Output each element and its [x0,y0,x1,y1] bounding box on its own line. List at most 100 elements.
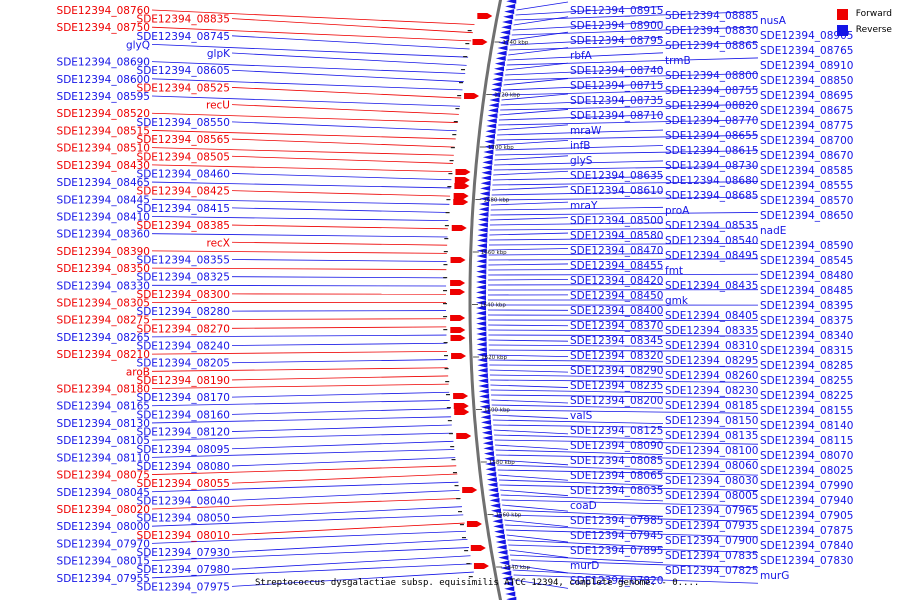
right-gene-label: nusA [760,15,787,27]
right-leader-line [508,47,569,56]
right-gene-label: SDE12394_08655 [665,130,758,142]
right-leader-line [490,217,569,221]
gene-tick [443,342,448,344]
gene-tick [448,173,453,175]
left-leader-line [151,547,469,561]
right-gene-label: mraW [570,125,602,137]
right-leader-line [512,569,664,579]
right-leader-line [496,139,569,146]
left-gene-label: SDE12394_08300 [137,289,230,301]
reverse-gene-feature [496,544,507,550]
right-gene-label: SDE12394_08290 [570,365,663,377]
forward-gene-feature [453,193,469,199]
left-leader-line [151,26,472,42]
left-leader-line [231,310,447,312]
left-gene-label: SDE12394_08165 [57,401,150,413]
left-gene-label: SDE12394_08415 [137,203,230,215]
gene-tick [450,147,455,149]
right-gene-label: rbfA [570,50,593,62]
reverse-gene-feature [479,399,490,405]
reverse-gene-feature [493,71,504,77]
left-gene-label: SDE12394_08170 [137,392,230,404]
forward-gene-feature [450,289,466,295]
left-gene-label: SDE12394_08460 [137,168,230,180]
right-leader-line [500,103,759,111]
right-leader-line [488,279,569,281]
left-gene-label: SDE12394_08330 [57,280,150,292]
gene-tick [468,576,473,578]
left-leader-line [151,465,457,475]
reverse-gene-feature [476,258,487,264]
reverse-gene-feature [476,274,487,280]
right-leader-line [506,534,569,543]
right-gene-label: SDE12394_08335 [665,325,758,337]
left-leader-line [231,138,455,148]
tick-label: 1600 kbp [484,408,510,414]
forward-gene-feature [473,563,489,569]
right-gene-label: SDE12394_08225 [760,390,853,402]
gene-tick [443,290,448,292]
left-gene-label: SDE12394_08515 [57,125,150,137]
right-gene-label: SDE12394_08115 [760,435,853,447]
right-leader-line [489,364,759,368]
right-leader-line [488,268,664,271]
right-gene-label: SDE12394_08695 [760,90,853,102]
right-gene-label: SDE12394_08555 [760,180,853,192]
reverse-gene-feature [505,3,516,9]
left-leader-line [151,318,447,321]
right-gene-label: SDE12394_08735 [570,95,663,107]
right-leader-line [499,109,569,116]
right-gene-label: SDE12394_08450 [570,290,663,302]
left-gene-label: SDE12394_08130 [57,418,150,430]
right-gene-label: SDE12394_08070 [760,450,853,462]
left-leader-line [231,173,452,181]
left-gene-label: aroB [126,366,150,378]
left-gene-label: glpK [207,48,231,60]
right-gene-label: SDE12394_08535 [665,220,758,232]
gene-tick [465,43,470,45]
right-leader-line [502,509,664,517]
reverse-gene-feature [488,107,499,113]
left-leader-line [151,530,467,544]
right-gene-label: SDE12394_08770 [665,115,758,127]
left-leader-line [231,506,462,518]
reverse-gene-feature [482,440,493,446]
right-leader-line [489,369,569,373]
right-leader-line [500,494,664,502]
right-leader-line [501,499,759,507]
left-gene-label: SDE12394_08520 [57,108,150,120]
reverse-gene-feature [499,35,510,41]
gene-tick [443,303,448,305]
right-leader-line [491,191,664,196]
gene-tick [461,69,466,71]
reverse-gene-feature [476,248,487,254]
tick-label: 1640 kbp [480,303,506,309]
left-gene-label: SDE12394_08600 [57,74,150,86]
gene-features [443,0,517,600]
left-gene-label: SDE12394_08505 [137,151,230,163]
reverse-gene-feature [494,534,505,540]
left-gene-label: SDE12394_08750 [57,22,150,34]
right-gene-label: SDE12394_07835 [665,550,758,562]
left-leader-line [231,104,459,115]
left-gene-label: SDE12394_08210 [57,349,150,361]
right-gene-label: SDE12394_08395 [760,300,853,312]
right-leader-line [488,273,759,276]
reverse-gene-feature [479,191,490,197]
left-leader-line [231,190,451,197]
left-leader-line [231,342,447,346]
right-leader-line [488,248,569,251]
left-gene-label: SDE12394_08000 [57,521,150,533]
forward-gene-feature [470,545,486,551]
left-leader-line [231,522,465,536]
reverse-swatch [836,24,848,36]
reverse-gene-feature [476,341,487,347]
left-leader-line [151,44,469,58]
left-gene-label: SDE12394_08445 [57,194,150,206]
tick-label: 1660 kbp [481,250,507,256]
right-leader-line [501,93,569,101]
right-gene-label: SDE12394_07945 [570,530,663,542]
right-leader-line [508,544,759,553]
reverse-gene-feature [504,586,515,592]
right-gene-label: SDE12394_07905 [760,510,853,522]
